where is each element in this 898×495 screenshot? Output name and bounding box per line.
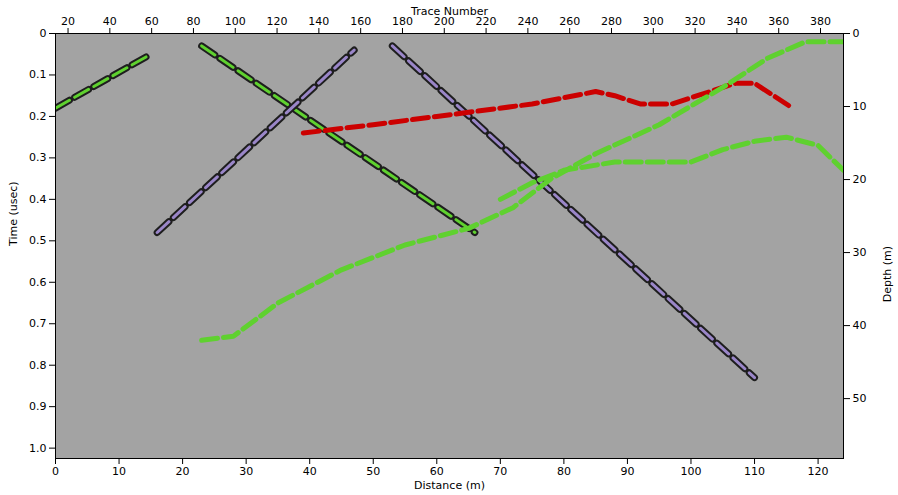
svg-text:40: 40 xyxy=(303,465,317,478)
svg-text:0.3: 0.3 xyxy=(29,151,47,164)
svg-text:10: 10 xyxy=(112,465,126,478)
svg-text:20: 20 xyxy=(176,465,190,478)
svg-text:Distance (m): Distance (m) xyxy=(414,479,485,492)
svg-text:1.0: 1.0 xyxy=(29,442,47,455)
svg-text:20: 20 xyxy=(61,15,75,28)
svg-text:0.2: 0.2 xyxy=(29,110,47,123)
svg-text:320: 320 xyxy=(685,15,706,28)
svg-text:90: 90 xyxy=(620,465,634,478)
svg-text:100: 100 xyxy=(225,15,246,28)
svg-text:0: 0 xyxy=(40,27,47,40)
svg-text:40: 40 xyxy=(103,15,117,28)
svg-text:80: 80 xyxy=(557,465,571,478)
svg-text:0.9: 0.9 xyxy=(29,400,47,413)
svg-text:0.6: 0.6 xyxy=(29,276,47,289)
svg-text:0.7: 0.7 xyxy=(29,317,47,330)
svg-text:300: 300 xyxy=(643,15,664,28)
svg-text:50: 50 xyxy=(853,392,867,405)
svg-text:80: 80 xyxy=(186,15,200,28)
svg-text:100: 100 xyxy=(680,465,701,478)
svg-text:360: 360 xyxy=(768,15,789,28)
svg-text:240: 240 xyxy=(517,15,538,28)
svg-text:340: 340 xyxy=(726,15,747,28)
svg-text:40: 40 xyxy=(853,319,867,332)
svg-text:120: 120 xyxy=(267,15,288,28)
svg-text:50: 50 xyxy=(366,465,380,478)
svg-text:110: 110 xyxy=(744,465,765,478)
svg-text:0: 0 xyxy=(853,27,860,40)
svg-text:280: 280 xyxy=(601,15,622,28)
svg-text:Trace Number: Trace Number xyxy=(410,5,488,18)
svg-text:260: 260 xyxy=(559,15,580,28)
svg-text:180: 180 xyxy=(392,15,413,28)
svg-text:30: 30 xyxy=(853,246,867,259)
svg-text:160: 160 xyxy=(350,15,371,28)
svg-text:0: 0 xyxy=(52,465,59,478)
svg-text:0.1: 0.1 xyxy=(29,68,47,81)
svg-text:60: 60 xyxy=(430,465,444,478)
svg-text:120: 120 xyxy=(808,465,829,478)
svg-text:70: 70 xyxy=(493,465,507,478)
svg-text:30: 30 xyxy=(239,465,253,478)
svg-text:380: 380 xyxy=(810,15,831,28)
svg-text:60: 60 xyxy=(145,15,159,28)
svg-text:0.8: 0.8 xyxy=(29,359,47,372)
svg-text:140: 140 xyxy=(308,15,329,28)
svg-text:0.5: 0.5 xyxy=(29,234,47,247)
svg-text:200: 200 xyxy=(433,14,455,28)
svg-text:0.4: 0.4 xyxy=(29,193,47,206)
svg-text:Depth (m): Depth (m) xyxy=(881,246,894,302)
svg-text:10: 10 xyxy=(853,100,867,113)
svg-text:220: 220 xyxy=(475,14,497,28)
svg-text:20: 20 xyxy=(853,173,867,186)
svg-text:Time (usec): Time (usec) xyxy=(7,181,20,247)
